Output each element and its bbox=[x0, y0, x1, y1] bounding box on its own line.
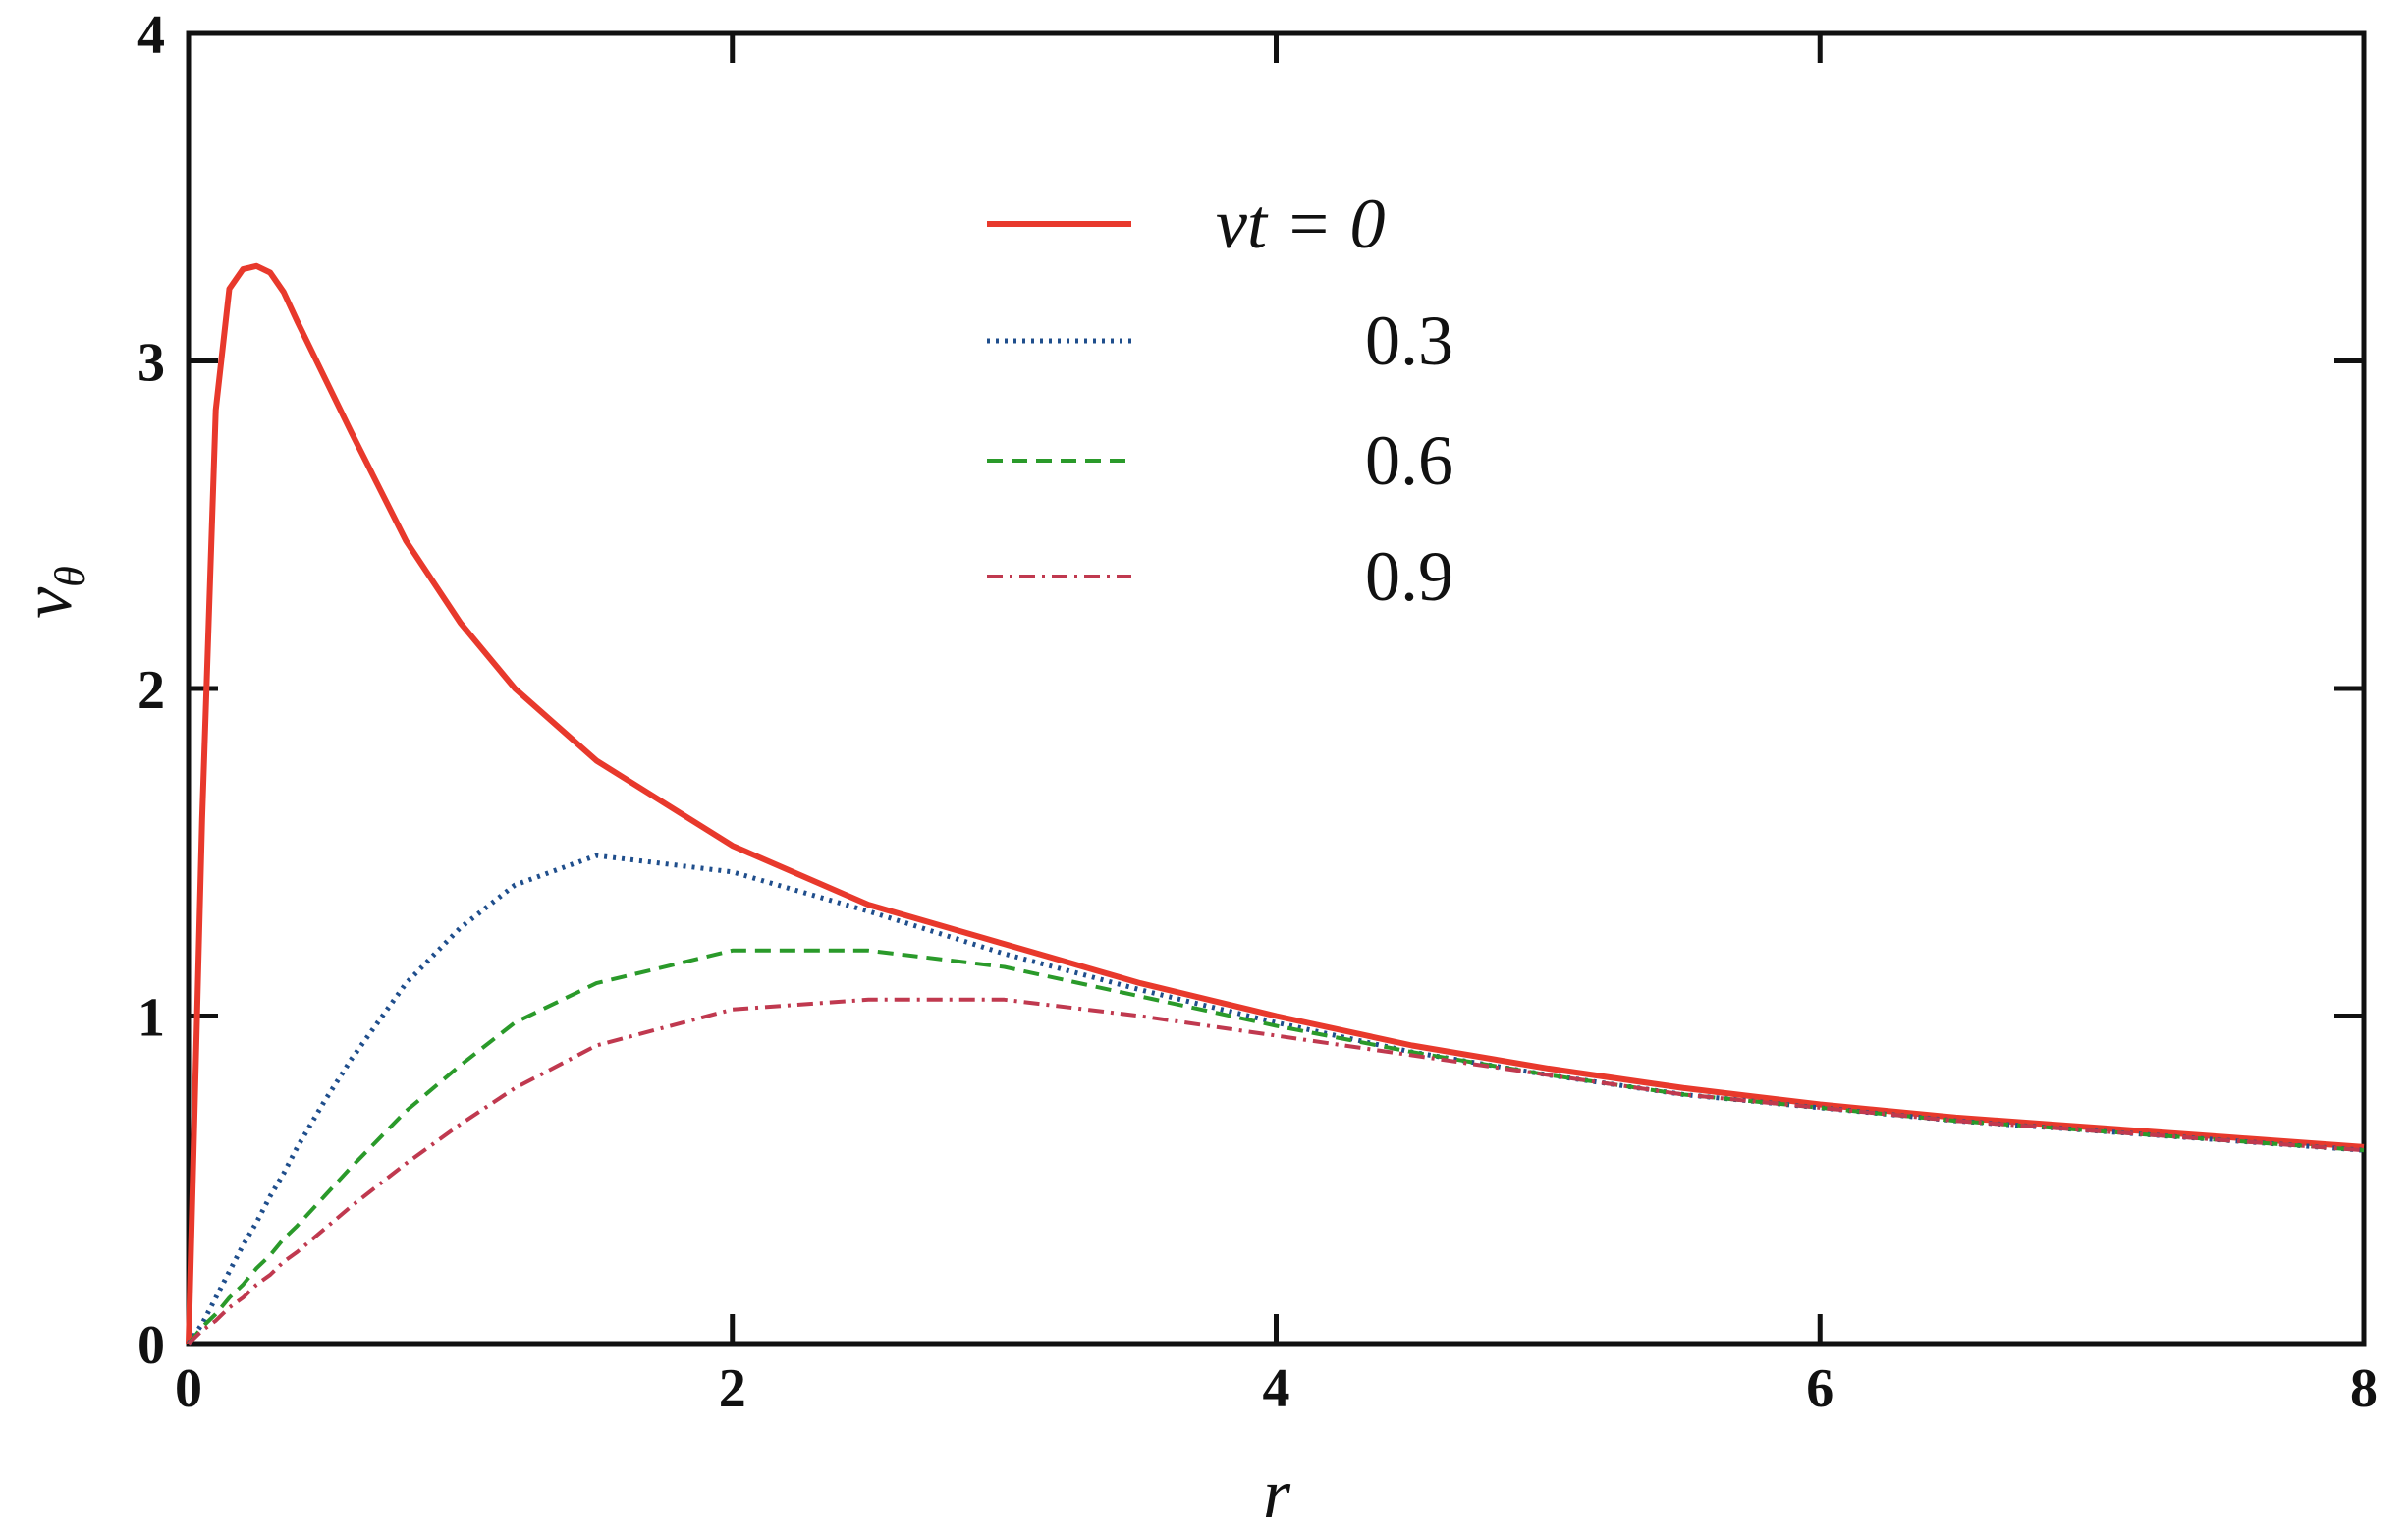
y-tick-label: 2 bbox=[137, 660, 165, 721]
x-tick-labels: 0 2 4 6 8 bbox=[175, 1358, 2378, 1419]
ticks bbox=[186, 30, 2367, 1347]
y-tick-labels: 0 1 2 3 4 bbox=[137, 5, 165, 1376]
legend-label: 0.3 bbox=[1365, 302, 1453, 380]
legend-label: νt = 0 bbox=[1216, 185, 1386, 263]
legend-label: 0.6 bbox=[1365, 421, 1453, 500]
x-tick-label: 4 bbox=[1263, 1358, 1290, 1419]
x-tick-label: 6 bbox=[1806, 1358, 1833, 1419]
x-axis-title: r bbox=[1263, 1455, 1291, 1533]
y-tick-label: 4 bbox=[137, 5, 165, 66]
y-axis-title-sub: θ bbox=[46, 566, 94, 587]
series-line-0-9 bbox=[187, 997, 2365, 1346]
legend: νt = 0 0.3 0.6 0.9 bbox=[987, 185, 1453, 616]
x-tick-label: 8 bbox=[2350, 1358, 2378, 1419]
y-tick-label: 0 bbox=[137, 1315, 165, 1376]
legend-label: 0.9 bbox=[1365, 537, 1453, 616]
y-tick-label: 1 bbox=[137, 988, 165, 1049]
series-line-0-6 bbox=[187, 948, 2365, 1346]
series-line-0-3 bbox=[186, 852, 2365, 1346]
x-tick-label: 2 bbox=[719, 1358, 746, 1419]
curves bbox=[186, 262, 2365, 1346]
y-tick-label: 3 bbox=[137, 333, 165, 394]
y-axis-title-main: v bbox=[8, 587, 86, 619]
series-line-0 bbox=[186, 262, 2365, 1345]
x-tick-label: 0 bbox=[175, 1358, 202, 1419]
y-axis-title: vθ bbox=[8, 566, 94, 619]
